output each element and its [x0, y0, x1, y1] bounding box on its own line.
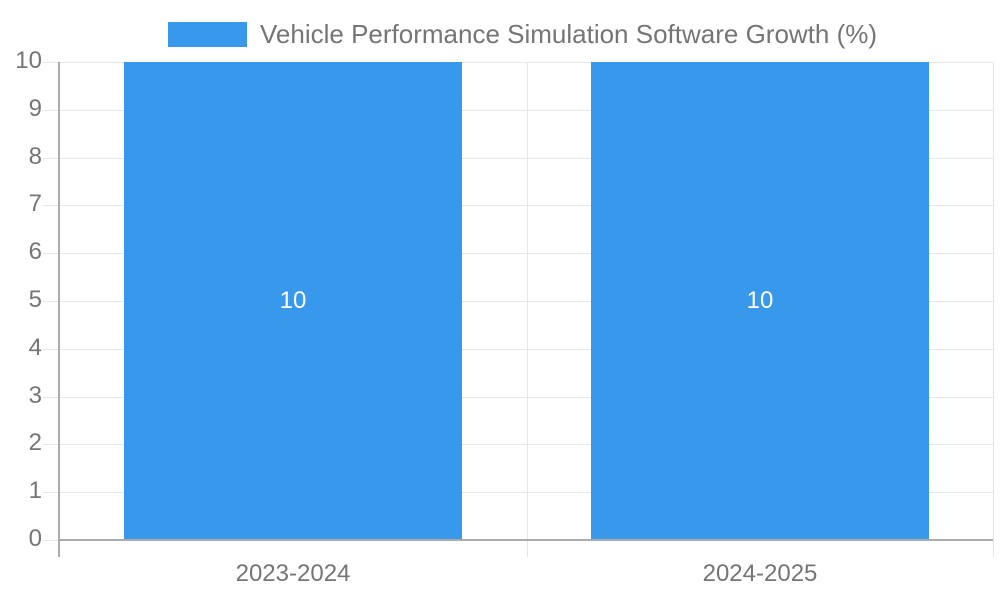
- bar-2023-2024[interactable]: [124, 62, 462, 540]
- gridline: [60, 349, 993, 350]
- y-axis-tick: [43, 158, 60, 159]
- y-axis-line: [58, 62, 60, 557]
- gridline: [60, 62, 993, 63]
- y-axis-tick: [43, 397, 60, 398]
- y-axis-label: 2: [28, 428, 42, 456]
- y-axis-label: 8: [28, 142, 42, 170]
- y-axis-tick: [43, 253, 60, 254]
- y-axis-tick: [43, 349, 60, 350]
- bar-value-label: 10: [746, 287, 774, 314]
- y-axis-tick: [43, 62, 60, 63]
- gridline: [60, 492, 993, 493]
- legend: Vehicle Performance Simulation Software …: [168, 19, 877, 50]
- bar-2024-2025[interactable]: [591, 62, 929, 540]
- gridline: [60, 158, 993, 159]
- y-axis-label: 5: [28, 285, 42, 313]
- category-divider: [527, 62, 528, 557]
- bar-value-label: 10: [279, 287, 307, 314]
- y-axis-label: 10: [15, 46, 42, 74]
- y-axis-tick: [43, 540, 60, 541]
- y-axis-label: 1: [28, 476, 42, 504]
- y-axis-label: 4: [28, 333, 42, 361]
- y-axis-tick: [43, 301, 60, 302]
- y-axis-tick: [43, 110, 60, 111]
- y-axis-tick: [43, 205, 60, 206]
- plot-right-border: [993, 62, 994, 557]
- y-axis-tick: [43, 444, 60, 445]
- y-axis-tick: [43, 492, 60, 493]
- y-axis-label: 7: [28, 189, 42, 217]
- x-axis-label: 2024-2025: [702, 560, 818, 587]
- x-axis-line: [60, 539, 993, 541]
- legend-swatch: [168, 22, 247, 47]
- y-axis-label: 9: [28, 94, 42, 122]
- gridline: [60, 110, 993, 111]
- x-axis-label: 2023-2024: [235, 560, 351, 587]
- y-axis-label: 6: [28, 237, 42, 265]
- gridline: [60, 253, 993, 254]
- gridline: [60, 301, 993, 302]
- chart-title: Vehicle Performance Simulation Software …: [260, 19, 878, 49]
- gridline: [60, 205, 993, 206]
- gridline: [60, 397, 993, 398]
- y-axis-label: 3: [28, 381, 42, 409]
- gridline: [60, 444, 993, 445]
- y-axis-label: 0: [28, 524, 42, 552]
